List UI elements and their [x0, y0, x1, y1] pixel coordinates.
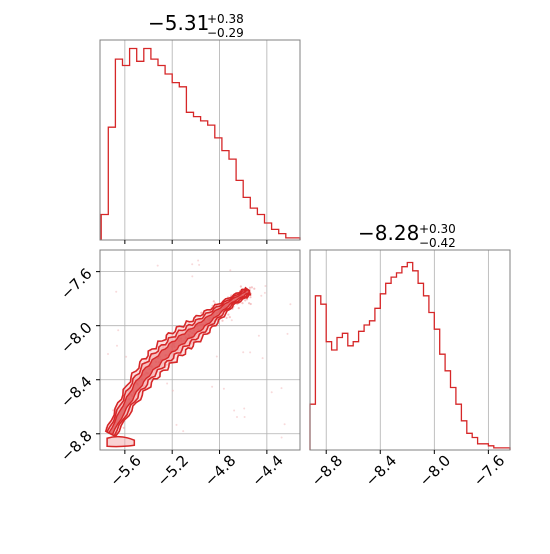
scatter-point [221, 319, 224, 322]
scatter-point [248, 286, 252, 289]
scatter-point-sparse [198, 263, 201, 266]
scatter-point-sparse [197, 259, 200, 262]
scatter-frame [99, 249, 301, 451]
scatter-point-sparse [264, 285, 267, 287]
scatter-point-sparse [191, 275, 194, 278]
scatter-point-sparse [236, 416, 238, 418]
scatter-point [250, 286, 253, 289]
title-param2-value: −8.28 [358, 221, 419, 245]
scatter-point-sparse [191, 263, 194, 266]
scatter-point-sparse [166, 382, 169, 385]
scatter-point [237, 307, 240, 310]
scatter-point-sparse [243, 416, 246, 418]
scatter-point [239, 285, 242, 288]
histogram-param2-steps [309, 261, 511, 450]
title-param1-value: −5.31 [148, 11, 209, 35]
scatter-point-sparse [289, 303, 292, 306]
scatter-point-sparse [233, 409, 236, 412]
scatter-point-sparse [257, 334, 260, 337]
scatter-point [225, 316, 228, 319]
scatter-point-sparse [171, 389, 174, 392]
title-param1-upper: +0.38 [207, 12, 244, 26]
scatter-point-sparse [286, 332, 289, 335]
scatter-point-sparse [230, 319, 233, 322]
scatter-point-sparse [280, 387, 283, 390]
scatter-point [212, 300, 215, 303]
histogram-param2-frame [309, 249, 511, 451]
scatter-point [244, 299, 247, 302]
scatter-point-sparse [156, 264, 159, 267]
scatter-point-sparse [222, 387, 225, 390]
title-param1-lower: −0.29 [207, 26, 244, 40]
histogram-param1-steps [100, 47, 301, 240]
scatter-point [253, 287, 256, 290]
scatter-point [245, 298, 249, 301]
scatter-point-sparse [263, 291, 266, 294]
scatter-point [227, 313, 230, 316]
histogram-param2-grid [325, 250, 489, 450]
scatter-point [241, 302, 244, 305]
title-param2-lower: −0.42 [419, 236, 456, 250]
scatter-point [249, 302, 252, 306]
scatter-point-sparse [270, 391, 273, 394]
scatter-point-sparse [280, 436, 283, 439]
scatter-point [249, 296, 252, 299]
histogram-param1-panel [99, 39, 301, 244]
scatter-point-sparse [182, 430, 185, 433]
scatter-point-sparse [117, 329, 120, 332]
histogram-param1-frame [99, 39, 301, 241]
scatter-point-sparse [249, 351, 252, 354]
scatter-point-sparse [261, 357, 264, 360]
scatter-point-sparse [229, 269, 232, 272]
scatter-contours [104, 286, 252, 448]
scatter-point-sparse [115, 290, 118, 293]
scatter-point-sparse [242, 351, 245, 354]
scatter-point [200, 311, 203, 314]
contour-inner [107, 289, 250, 436]
histogram-param1-grid [124, 40, 268, 240]
scatter-point-sparse [107, 353, 109, 355]
scatter-point [228, 316, 231, 319]
scatter-point-sparse [211, 385, 214, 388]
scatter-point-sparse [283, 423, 286, 426]
scatter-point-sparse [116, 344, 118, 347]
scatter-point-sparse [175, 423, 178, 426]
scatter-point-sparse [260, 294, 263, 297]
scatter-point-sparse [243, 407, 246, 410]
scatter-point [165, 363, 168, 366]
scatter-point-sparse [125, 355, 128, 358]
scatter-point [122, 426, 125, 429]
scatter-point-sparse [215, 355, 218, 358]
histogram-param1-ticks [124, 240, 268, 244]
contour-tail [106, 435, 136, 448]
title-param2-upper: +0.30 [419, 222, 456, 236]
